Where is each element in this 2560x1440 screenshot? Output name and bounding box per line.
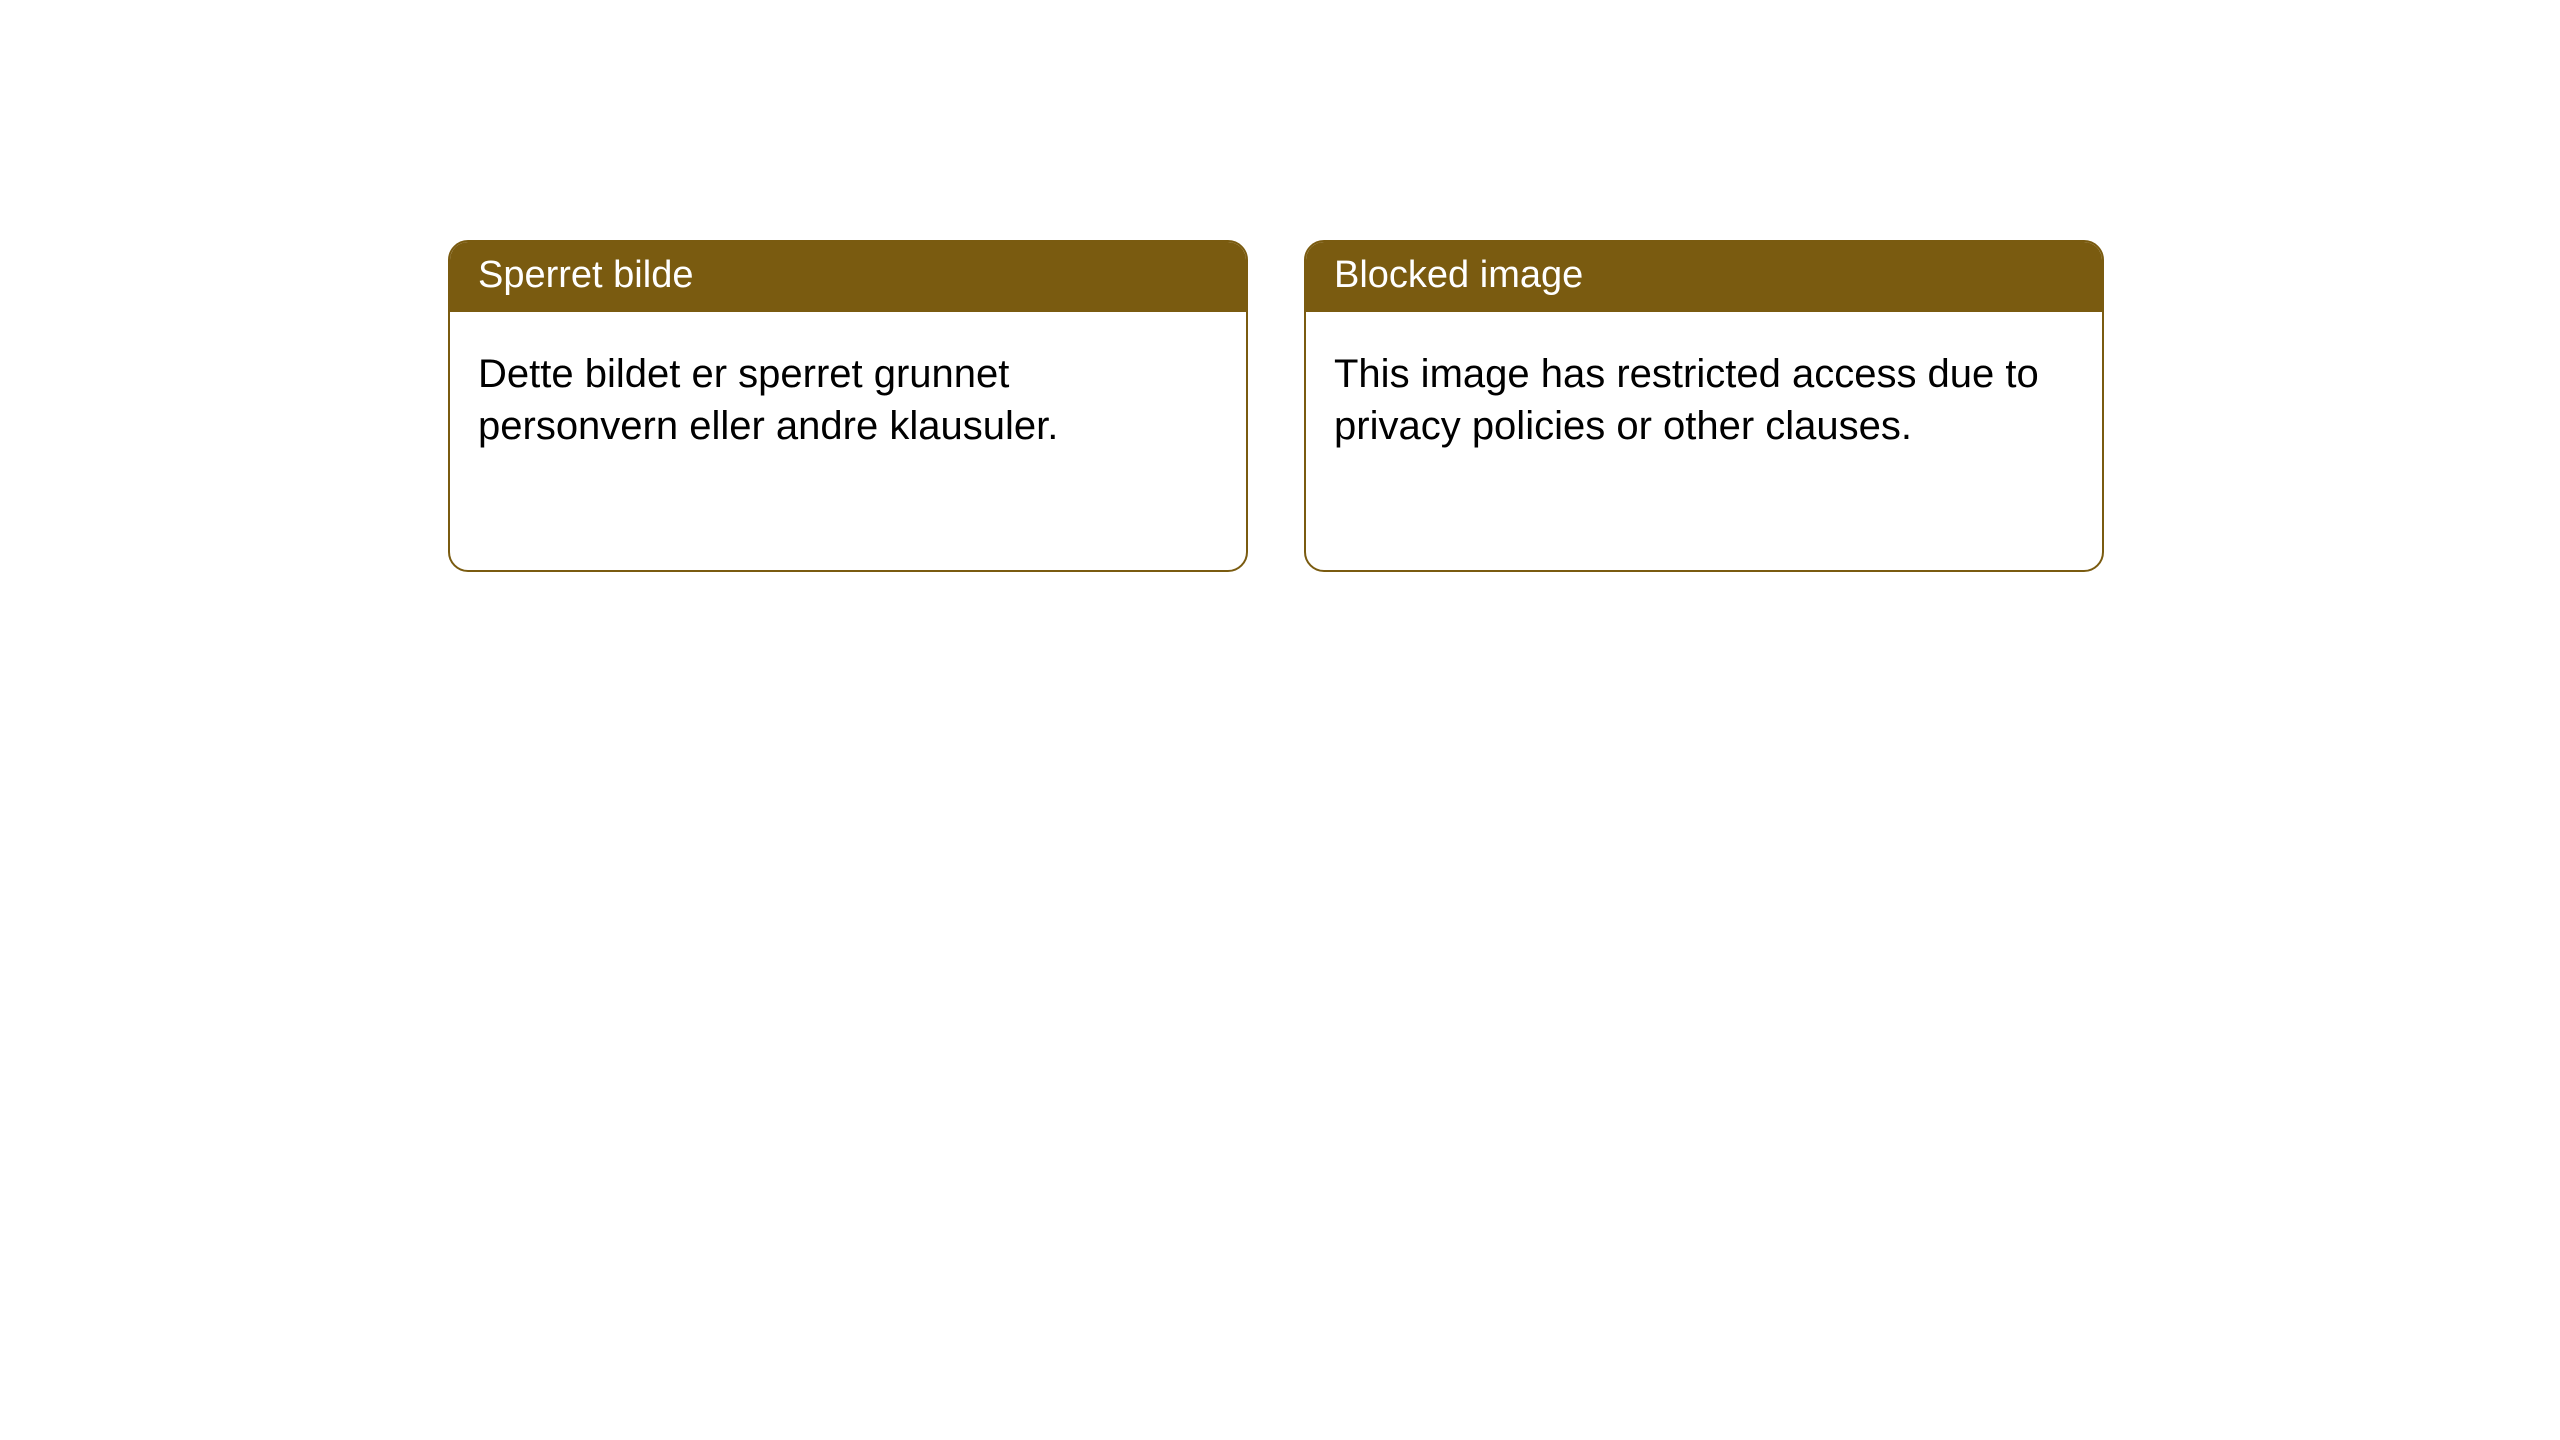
- card-header: Blocked image: [1306, 242, 2102, 312]
- card-body: This image has restricted access due to …: [1306, 312, 2102, 488]
- notice-cards-container: Sperret bilde Dette bildet er sperret gr…: [0, 0, 2560, 572]
- card-body: Dette bildet er sperret grunnet personve…: [450, 312, 1246, 488]
- notice-card-norwegian: Sperret bilde Dette bildet er sperret gr…: [448, 240, 1248, 572]
- card-header: Sperret bilde: [450, 242, 1246, 312]
- notice-card-english: Blocked image This image has restricted …: [1304, 240, 2104, 572]
